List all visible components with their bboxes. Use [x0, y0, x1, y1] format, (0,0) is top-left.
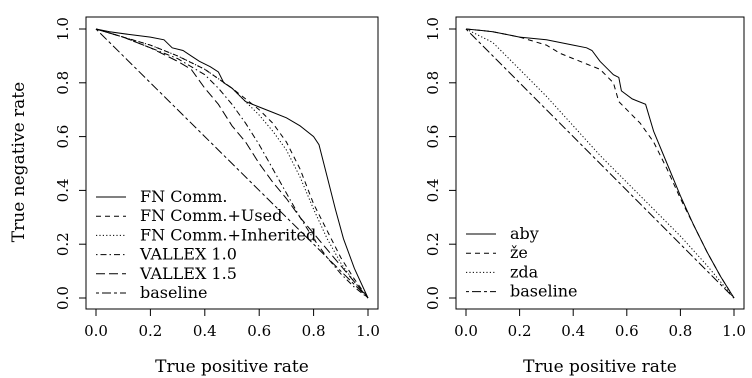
- legend-label: aby: [510, 224, 539, 243]
- series-line-fn-comm-used: [95, 28, 369, 299]
- y-tick-label: 0.6: [54, 125, 72, 149]
- legend-label: FN Comm.: [140, 187, 228, 206]
- series-line-baseline: [95, 28, 369, 299]
- x-tick-label: 0.8: [302, 322, 326, 340]
- series-line-fn-comm-inherited: [95, 28, 369, 299]
- y-tick-label: 0.8: [54, 71, 72, 95]
- x-tick-label: 1.0: [722, 322, 746, 340]
- series-line-baseline: [465, 28, 735, 299]
- legend-label: že: [510, 243, 528, 262]
- x-axis-label: True positive rate: [523, 357, 677, 377]
- y-tick-label: 1.0: [54, 17, 72, 41]
- left-chart-panel: 0.0 0.2 0.4 0.6 0.8 1.0 0.0 0.2 0.4 0.6 0.8 1.0 True…: [9, 16, 380, 377]
- y-tick-label: 0.4: [54, 178, 72, 202]
- legend-label: VALLEX 1.0: [139, 245, 237, 264]
- y-tick-label: 0.6: [424, 125, 442, 149]
- series-line-že: [465, 28, 735, 299]
- x-tick-label: 0.0: [84, 322, 108, 340]
- x-tick-label: 1.0: [356, 322, 380, 340]
- y-tick-label: 0.4: [424, 178, 442, 202]
- y-tick-label: 0.0: [54, 286, 72, 310]
- x-tick-label: 0.6: [615, 322, 639, 340]
- x-tick-label: 0.0: [454, 322, 478, 340]
- y-tick-label: 0.2: [54, 232, 72, 256]
- x-tick-label: 0.4: [561, 322, 585, 340]
- plot-frame: [455, 16, 745, 310]
- y-tick-label: 0.8: [424, 71, 442, 95]
- y-tick-label: 0.0: [424, 286, 442, 310]
- legend-label: FN Comm.+Used: [140, 206, 282, 225]
- x-tick-label: 0.8: [668, 322, 692, 340]
- legend-label: baseline: [140, 283, 207, 302]
- legend-label: zda: [510, 262, 539, 281]
- y-tick-label: 1.0: [424, 17, 442, 41]
- series-line-zda: [465, 28, 735, 299]
- x-tick-label: 0.2: [508, 322, 532, 340]
- plot-frame: [85, 16, 379, 310]
- x-tick-label: 0.2: [138, 322, 162, 340]
- y-tick-label: 0.2: [424, 232, 442, 256]
- series-line-vallex-1-5: [95, 28, 369, 299]
- right-chart-panel: 0.0 0.2 0.4 0.6 0.8 1.0 0.0 0.2 0.4 0.6 0.8 1.0 True…: [424, 16, 746, 377]
- legend-label: baseline: [510, 282, 577, 301]
- legend-label: FN Comm.+Inherited: [140, 225, 316, 244]
- y-axis-label: True negative rate: [9, 82, 29, 242]
- series-line-vallex-1-0: [95, 28, 369, 299]
- x-tick-label: 0.4: [193, 322, 217, 340]
- legend-label: VALLEX 1.5: [139, 264, 237, 283]
- series-line-fn-comm: [95, 28, 369, 299]
- x-axis-label: True positive rate: [155, 357, 309, 377]
- x-tick-label: 0.6: [247, 322, 271, 340]
